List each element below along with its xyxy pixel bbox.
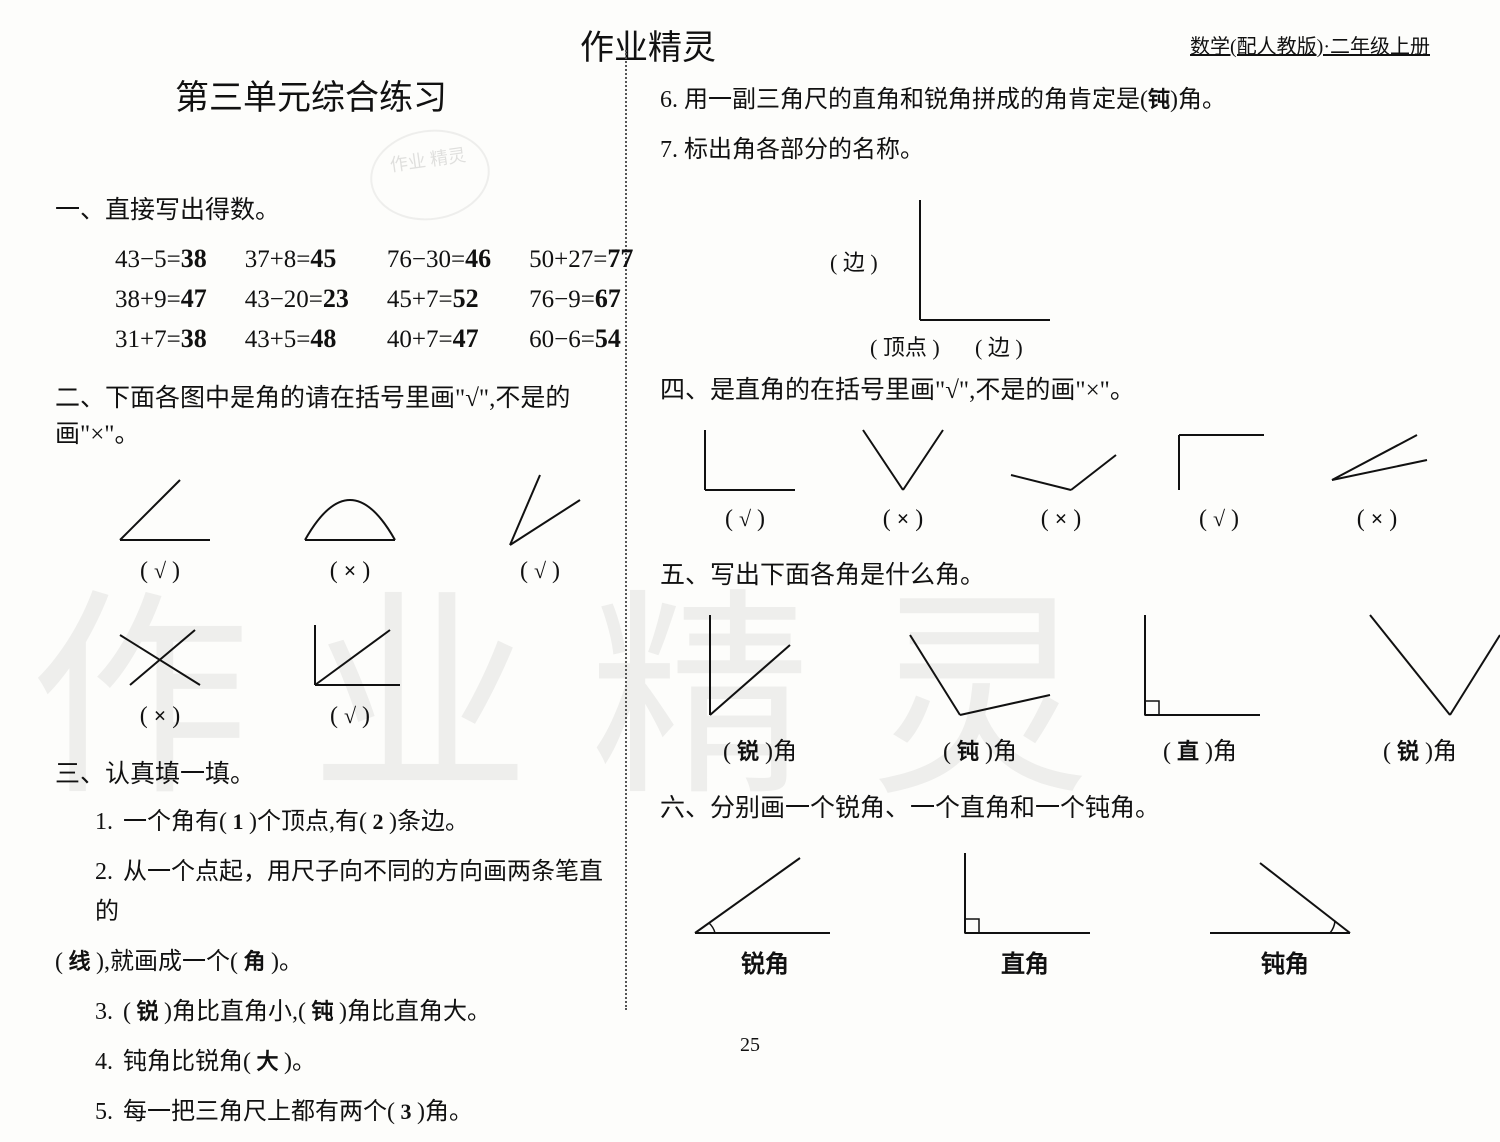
- q7-label-side2: ( 边 ): [975, 330, 1023, 362]
- q6-text: 6. 用一副三角尺的直角和锐角拼成的角肯定是(: [660, 87, 1148, 113]
- sec4-head: 四、是直角的在括号里画"√",不是的画"×"。: [660, 370, 1450, 406]
- angle-answer: ( × ): [838, 506, 968, 533]
- angle-cell: ( √ ): [475, 470, 605, 585]
- right-column: 6. 用一副三角尺的直角和锐角拼成的角肯定是(钝)角。 7. 标出角各部分的名称…: [660, 70, 1450, 979]
- q7-text: 7. 标出角各部分的名称。: [660, 130, 1450, 170]
- page-number: 25: [0, 1034, 1500, 1057]
- angle-answer: ( 直 )角: [1120, 731, 1280, 766]
- angle-cell: ( √ ): [95, 470, 225, 585]
- angle-svg: [680, 838, 850, 938]
- math-cell: 43−20=23: [227, 280, 367, 318]
- angle-cell: ( √ ): [1154, 420, 1284, 533]
- sec3-item: 3.( 锐 )角比直角小,( 钝 )角比直角大。: [95, 992, 615, 1032]
- angle-svg: [1317, 420, 1437, 500]
- math-cell: 40+7=47: [369, 320, 509, 358]
- q6-post: )角。: [1170, 87, 1226, 113]
- angle-answer: ( √ ): [680, 506, 810, 533]
- sec3-head: 三、认真填一填。: [55, 754, 615, 790]
- math-cell: 76−30=46: [369, 240, 509, 278]
- angle-svg: [1159, 420, 1279, 500]
- angle-cell: ( × ): [838, 420, 968, 533]
- angle-answer: ( √ ): [285, 703, 415, 730]
- angle-answer: ( × ): [95, 703, 225, 730]
- angle-cell: ( 锐 )角: [680, 605, 840, 766]
- math-cell: 45+7=52: [369, 280, 509, 318]
- arithmetic-table: 43−5=3837+8=4576−30=4650+27=77 38+9=4743−…: [95, 238, 653, 360]
- angle-answer: ( × ): [285, 558, 415, 585]
- angle-answer: ( × ): [1312, 506, 1442, 533]
- angle-svg: [290, 615, 410, 695]
- sec1-head: 一、直接写出得数。: [55, 190, 615, 226]
- angle-svg: [290, 470, 410, 550]
- math-cell: 38+9=47: [97, 280, 225, 318]
- left-column: 一、直接写出得数。 43−5=3837+8=4576−30=4650+27=77…: [55, 180, 615, 1142]
- drawn-angle-label: 锐角: [680, 944, 850, 979]
- header-subject: 数学(配人教版)·二年级上册: [1190, 30, 1430, 59]
- math-cell: 50+27=77: [511, 240, 651, 278]
- angle-cell: ( √ ): [285, 615, 415, 730]
- angle-svg: [680, 605, 840, 725]
- sec3-item: 2.从一个点起，用尺子向不同的方向画两条笔直的: [95, 852, 615, 932]
- sec5-row: ( 锐 )角( 钝 )角( 直 )角( 锐 )角: [680, 605, 1450, 766]
- angle-cell: ( 钝 )角: [900, 605, 1060, 766]
- drawn-angle: 锐角: [680, 838, 850, 979]
- angle-answer: ( 锐 )角: [1340, 731, 1500, 766]
- math-cell: 60−6=54: [511, 320, 651, 358]
- angle-svg: [480, 470, 600, 550]
- math-cell: 76−9=67: [511, 280, 651, 318]
- drawn-angle-label: 钝角: [1200, 944, 1370, 979]
- sec5-head: 五、写出下面各角是什么角。: [660, 555, 1450, 591]
- math-cell: 31+7=38: [97, 320, 225, 358]
- q6-ans: 钝: [1148, 87, 1170, 112]
- sec4-row: ( √ ) ( × ) ( × ) ( √ ) ( × ): [680, 420, 1450, 533]
- drawn-angle: 钝角: [1200, 838, 1370, 979]
- sec3-item: 5.每一把三角尺上都有两个( 3 )角。: [95, 1092, 615, 1132]
- sec2-row2: ( × ) ( √ ): [95, 615, 615, 730]
- angle-svg: [1200, 838, 1370, 938]
- math-cell: 43−5=38: [97, 240, 225, 278]
- sec2-row1: ( √ ) ( × ) ( √ ): [95, 470, 615, 585]
- angle-answer: ( 钝 )角: [900, 731, 1060, 766]
- angle-answer: ( 锐 )角: [680, 731, 840, 766]
- sec6-row: 锐角 直角 钝角: [680, 838, 1450, 979]
- brand: 作业精灵: [580, 20, 716, 69]
- q6: 6. 用一副三角尺的直角和锐角拼成的角肯定是(钝)角。: [660, 80, 1450, 120]
- math-cell: 37+8=45: [227, 240, 367, 278]
- sec3-body: 1.一个角有( 1 )个顶点,有( 2 )条边。 2.从一个点起，用尺子向不同的方…: [55, 802, 615, 1132]
- angle-svg: [100, 615, 220, 695]
- angle-cell: ( × ): [996, 420, 1126, 533]
- angle-cell: ( × ): [285, 470, 415, 585]
- angle-answer: ( √ ): [1154, 506, 1284, 533]
- page-title: 第三单元综合练习: [175, 70, 447, 119]
- angle-svg: [900, 605, 1060, 725]
- angle-svg: [1340, 605, 1500, 725]
- q7-figure: ( 边 ) ( 顶点 ) ( 边 ): [800, 190, 1450, 345]
- q7-label-side1: ( 边 ): [830, 245, 878, 277]
- sec3-item-cont: ( 线 ),就画成一个( 角 )。: [55, 942, 615, 982]
- q7-label-vertex: ( 顶点 ): [870, 330, 940, 362]
- angle-svg: [940, 838, 1110, 938]
- sec2-head: 二、下面各图中是角的请在括号里画"√",不是的画"×"。: [55, 378, 615, 450]
- angle-svg: [843, 420, 963, 500]
- column-divider: [625, 50, 627, 1010]
- angle-svg: [1120, 605, 1280, 725]
- angle-answer: ( √ ): [95, 558, 225, 585]
- angle-cell: ( × ): [1312, 420, 1442, 533]
- angle-svg: [685, 420, 805, 500]
- angle-svg: [1001, 420, 1121, 500]
- sec3-item: 1.一个角有( 1 )个顶点,有( 2 )条边。: [95, 802, 615, 842]
- drawn-angle-label: 直角: [940, 944, 1110, 979]
- angle-cell: ( 锐 )角: [1340, 605, 1500, 766]
- angle-cell: ( × ): [95, 615, 225, 730]
- sec6-head: 六、分别画一个锐角、一个直角和一个钝角。: [660, 788, 1450, 824]
- angle-answer: ( √ ): [475, 558, 605, 585]
- angle-answer: ( × ): [996, 506, 1126, 533]
- drawn-angle: 直角: [940, 838, 1110, 979]
- angle-svg: [100, 470, 220, 550]
- math-cell: 43+5=48: [227, 320, 367, 358]
- angle-cell: ( 直 )角: [1120, 605, 1280, 766]
- angle-cell: ( √ ): [680, 420, 810, 533]
